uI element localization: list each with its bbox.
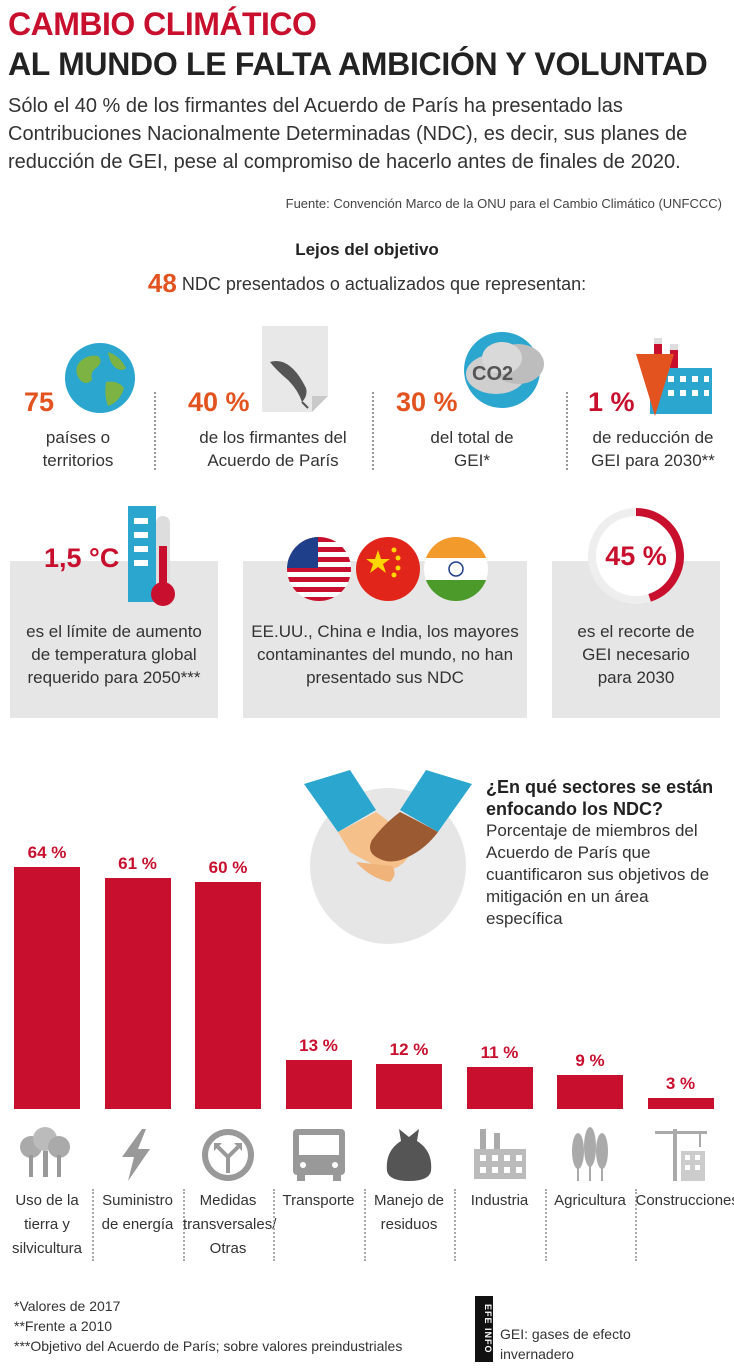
bar-5 xyxy=(376,1064,442,1109)
bar-value-label: 60 % xyxy=(208,858,248,877)
handshake-icon xyxy=(298,766,478,946)
category-separator xyxy=(182,1189,185,1261)
stat-separator xyxy=(154,392,156,470)
bar-value-label: 12 % xyxy=(389,1040,429,1059)
stat-value-countries: 75 xyxy=(24,387,55,417)
bus-icon xyxy=(289,1125,349,1190)
co2-cloud-icon: CO2 xyxy=(462,330,548,412)
globe-icon xyxy=(64,342,136,414)
temperature-text: es el límite de aumento de temperatura gl… xyxy=(26,622,202,687)
stat-value-reduction: 1 % xyxy=(588,387,635,417)
flags-icon xyxy=(286,536,488,602)
progress-ring-arc xyxy=(635,508,684,602)
temperature-value: 1,5 °C xyxy=(44,543,120,573)
stat-label-gei: del total de GEI* xyxy=(430,428,514,470)
category-separator xyxy=(635,1189,638,1261)
sectors-sub-l1: Porcentaje de miembros del xyxy=(486,821,698,840)
bar-value-label: 61 % xyxy=(118,854,157,873)
sectors-sub-l4: mitigación en un área específica xyxy=(486,887,649,928)
gei-note: GEI: gases de efecto invernadero xyxy=(500,1326,631,1362)
bar-value-label: 64 % xyxy=(27,843,67,862)
category-separator xyxy=(363,1189,366,1261)
footnote-2: **Frente a 2010 xyxy=(14,1318,113,1334)
factory-icon xyxy=(470,1125,530,1190)
bar-6 xyxy=(466,1067,533,1109)
footnote-1: *Valores de 2017 xyxy=(14,1298,121,1314)
stat-value-signatories: 40 % xyxy=(188,387,250,417)
crane-building-icon xyxy=(651,1125,711,1190)
stat-separator xyxy=(372,392,374,470)
sectors-title-l1: ¿En qué sectores se están xyxy=(486,777,714,797)
sectors-title-l2: enfocando los NDC? xyxy=(486,799,664,819)
category-label: Suministro de energía xyxy=(101,1192,174,1233)
cut-value: 45 % xyxy=(605,541,667,571)
sectors-sub-l3: cuantificaron sus objetivos de xyxy=(486,865,710,884)
stat-label-reduction: de reducción de GEI para 2030** xyxy=(591,428,715,470)
intro-text: Sólo el 40 % de los firmantes del Acuerd… xyxy=(8,95,688,173)
temperature-box xyxy=(10,561,218,718)
quill-document-icon xyxy=(262,326,328,412)
category-label: Uso de la tierra y silvicultura xyxy=(11,1192,83,1257)
source-text: Fuente: Convención Marco de la ONU para … xyxy=(285,196,722,211)
factory-down-arrow-icon xyxy=(636,330,714,420)
bar-7 xyxy=(557,1075,623,1109)
category-label: Agricultura xyxy=(554,1192,626,1209)
wheat-icon xyxy=(560,1125,620,1190)
bar-8 xyxy=(647,1098,714,1109)
efe-logo: EFE INFO xyxy=(475,1296,493,1362)
progress-ring-icon xyxy=(586,506,686,606)
cut-text: es el recorte de GEI necesario para 2030 xyxy=(577,622,695,687)
stat-value-gei: 30 % xyxy=(396,387,458,417)
sectors-bar-chart: 64 % Uso de la tierra y silvicultura 61 % Sum… xyxy=(0,843,734,1270)
sectors-question: ¿En qué sectores se están enfocando los … xyxy=(486,776,726,930)
ndc-text: NDC presentados o actualizados que repre… xyxy=(181,274,587,294)
category-separator xyxy=(544,1189,547,1261)
section-title: Lejos del objetivo xyxy=(295,240,439,259)
category-separator xyxy=(273,1189,276,1261)
bar-value-label: 13 % xyxy=(299,1036,338,1055)
stat-label-countries: países o territorios xyxy=(42,428,114,470)
road-split-icon xyxy=(198,1125,258,1190)
category-separator xyxy=(92,1189,95,1261)
title-line-1: CAMBIO CLIMÁTICO xyxy=(8,6,317,42)
bar-value-label: 9 % xyxy=(575,1051,605,1070)
trees-icon xyxy=(17,1125,77,1190)
category-label: Medidas transversales/Otras xyxy=(183,1192,277,1257)
bar-value-label: 11 % xyxy=(480,1043,519,1062)
lightning-icon xyxy=(108,1125,168,1190)
bar-1 xyxy=(14,867,80,1109)
ndc-summary: 48 NDC presentados o actualizados que re… xyxy=(0,268,734,299)
bar-4 xyxy=(285,1060,352,1109)
stat-label-signatories: de los firmantes del Acuerdo de París xyxy=(199,428,347,470)
ndc-count: 48 xyxy=(147,268,177,298)
thermometer-icon xyxy=(128,506,176,608)
bar-2 xyxy=(104,878,171,1109)
polluters-text: EE.UU., China e India, los mayores contam… xyxy=(251,622,519,687)
category-label: Manejo de residuos xyxy=(373,1192,445,1233)
category-label: Transporte xyxy=(282,1192,355,1209)
sectors-sub-l2: Acuerdo de París que xyxy=(486,843,651,862)
garbage-bag-icon xyxy=(379,1125,439,1190)
title-line-2: AL MUNDO LE FALTA AMBICIÓN Y VOLUNTAD xyxy=(8,46,708,82)
bar-3 xyxy=(195,882,261,1109)
co2-label: CO2 xyxy=(472,363,513,385)
category-separator xyxy=(454,1189,457,1261)
footnotes: *Valores de 2017 **Frente a 2010 ***Obje… xyxy=(14,1296,402,1356)
category-label: Construcciones xyxy=(635,1192,734,1209)
category-label: Industria xyxy=(470,1192,529,1209)
footnote-3: ***Objetivo del Acuerdo de París; sobre … xyxy=(14,1338,403,1354)
bar-value-label: 3 % xyxy=(665,1074,696,1093)
stat-separator xyxy=(566,392,568,470)
